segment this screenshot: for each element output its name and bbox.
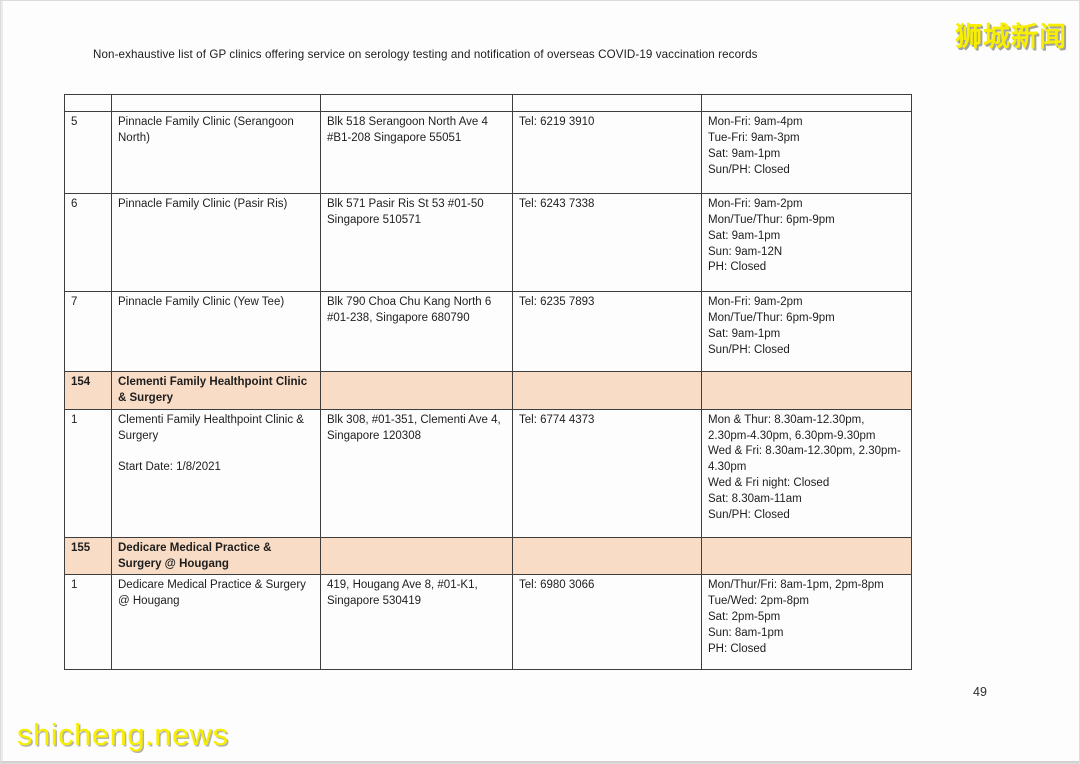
address-cell: 419, Hougang Ave 8, #01-K1, Singapore 53… (320, 574, 513, 671)
page-title: Non-exhaustive list of GP clinics offeri… (93, 48, 758, 61)
hours-cell (701, 371, 912, 410)
clinic-name-cell: Dedicare Medical Practice & Surgery @ Ho… (111, 574, 321, 671)
tel-cell: Tel: 6219 3910 (512, 111, 702, 194)
clinic-name-cell: Pinnacle Family Clinic (Serangoon North) (111, 111, 321, 194)
address-cell: Blk 308, #01-351, Clementi Ave 4, Singap… (320, 408, 513, 538)
clinic-name-cell: Pinnacle Family Clinic (Pasir Ris) (111, 193, 321, 292)
row-number-cell (64, 94, 112, 112)
row-number-cell: 155 (64, 536, 112, 576)
tel-cell (512, 536, 702, 576)
clinic-name-cell: Pinnacle Family Clinic (Yew Tee) (111, 291, 321, 372)
tel-cell: Tel: 6980 3066 (512, 574, 702, 671)
hours-cell: Mon/Thur/Fri: 8am-1pm, 2pm-8pm Tue/Wed: … (701, 574, 912, 671)
hours-cell: Mon-Fri: 9am-4pm Tue-Fri: 9am-3pm Sat: 9… (701, 111, 912, 194)
row-number-cell: 5 (64, 111, 112, 194)
table-row: 1 Dedicare Medical Practice & Surgery @ … (64, 574, 912, 671)
table-row: 7 Pinnacle Family Clinic (Yew Tee) Blk 7… (64, 291, 912, 372)
row-number-cell: 1 (64, 574, 112, 671)
row-number-cell: 6 (64, 193, 112, 292)
address-cell (320, 94, 513, 112)
address-cell: Blk 571 Pasir Ris St 53 #01-50 Singapore… (320, 193, 513, 292)
hours-cell: Mon & Thur: 8.30am-12.30pm, 2.30pm-4.30p… (701, 408, 912, 538)
clinic-name-cell (111, 94, 321, 112)
hours-cell: Mon-Fri: 9am-2pm Mon/Tue/Thur: 6pm-9pm S… (701, 193, 912, 292)
row-number-cell: 154 (64, 371, 112, 410)
table-section-header-row: 154 Clementi Family Healthpoint Clinic &… (64, 371, 912, 410)
tel-cell (512, 94, 702, 112)
site-watermark-bottom: shicheng.news (17, 717, 229, 752)
row-number-cell: 7 (64, 291, 112, 372)
hours-cell: Mon-Fri: 9am-2pm Mon/Tue/Thur: 6pm-9pm S… (701, 291, 912, 372)
hours-cell (701, 536, 912, 576)
clinics-table: 5 Pinnacle Family Clinic (Serangoon Nort… (64, 94, 912, 671)
site-watermark-top: 狮城新闻 (955, 22, 1067, 52)
clinic-name-cell: Clementi Family Healthpoint Clinic & Sur… (111, 408, 321, 538)
table-row: 6 Pinnacle Family Clinic (Pasir Ris) Blk… (64, 193, 912, 292)
table-row: 1 Clementi Family Healthpoint Clinic & S… (64, 408, 912, 538)
table-row: 5 Pinnacle Family Clinic (Serangoon Nort… (64, 111, 912, 194)
address-cell: Blk 518 Serangoon North Ave 4 #B1-208 Si… (320, 111, 513, 194)
row-number-cell: 1 (64, 408, 112, 538)
address-cell (320, 371, 513, 410)
clinic-name-cell: Dedicare Medical Practice & Surgery @ Ho… (111, 536, 321, 576)
page-number: 49 (973, 685, 987, 699)
clinic-name-cell: Clementi Family Healthpoint Clinic & Sur… (111, 371, 321, 410)
table-row-empty-header (64, 94, 912, 112)
hours-cell (701, 94, 912, 112)
table-section-header-row: 155 Dedicare Medical Practice & Surgery … (64, 536, 912, 576)
tel-cell: Tel: 6243 7338 (512, 193, 702, 292)
tel-cell: Tel: 6774 4373 (512, 408, 702, 538)
tel-cell: Tel: 6235 7893 (512, 291, 702, 372)
address-cell: Blk 790 Choa Chu Kang North 6 #01-238, S… (320, 291, 513, 372)
tel-cell (512, 371, 702, 410)
address-cell (320, 536, 513, 576)
